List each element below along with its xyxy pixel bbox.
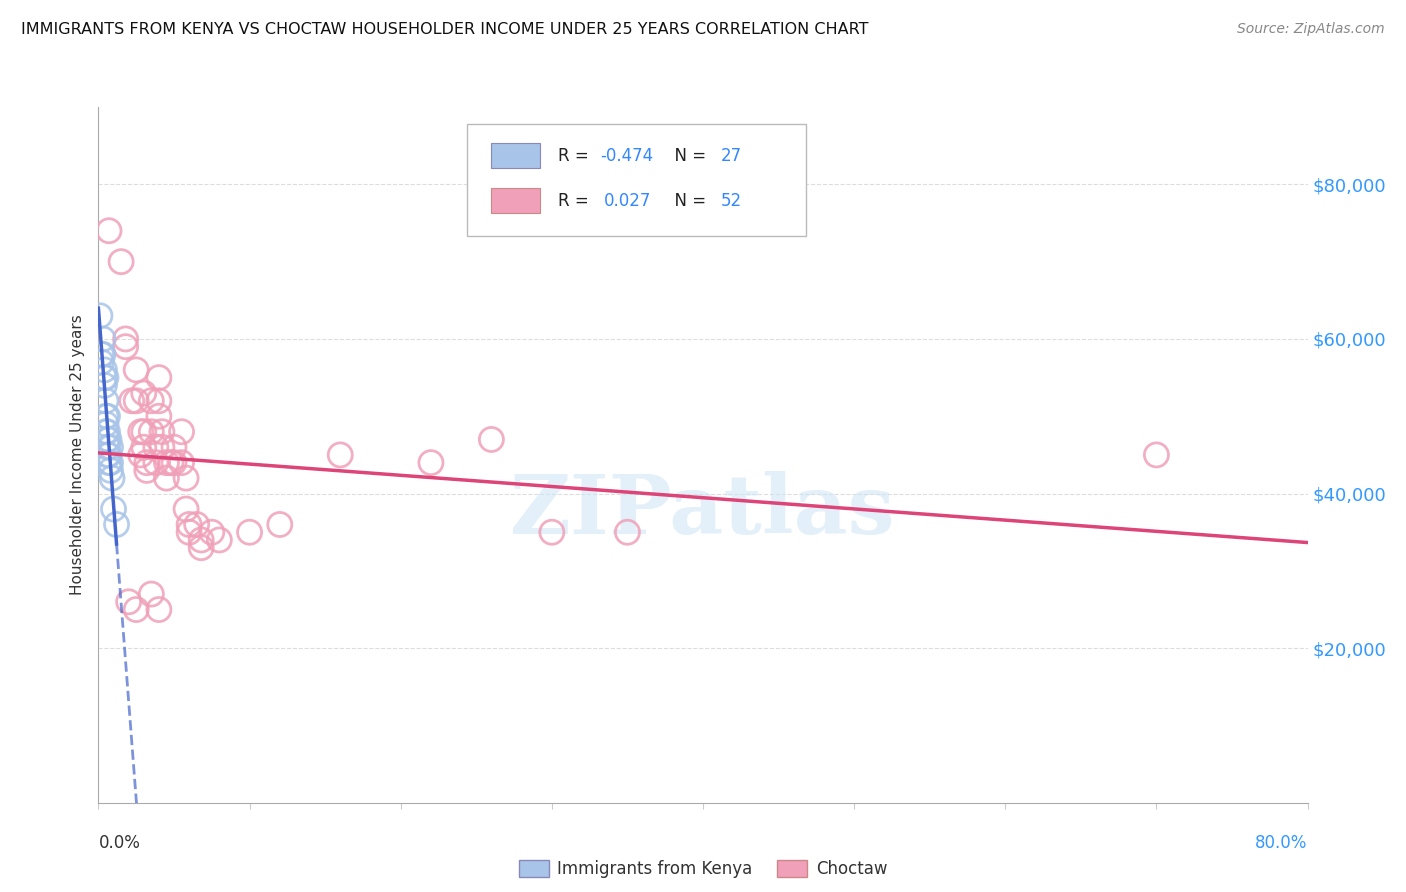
Point <box>148 409 170 424</box>
FancyBboxPatch shape <box>467 124 806 235</box>
Point <box>96 448 118 462</box>
Point <box>190 533 212 547</box>
Point <box>155 456 177 470</box>
Point <box>93 370 115 384</box>
Point <box>96 433 118 447</box>
Point <box>1144 448 1167 462</box>
Point <box>93 378 115 392</box>
Point <box>114 340 136 354</box>
Legend: Immigrants from Kenya, Choctaw: Immigrants from Kenya, Choctaw <box>512 854 894 885</box>
Text: 0.0%: 0.0% <box>98 834 141 852</box>
Point <box>90 347 112 361</box>
Point <box>190 541 212 555</box>
Point <box>94 370 117 384</box>
Point <box>135 463 157 477</box>
Point <box>170 425 193 439</box>
Point <box>94 393 117 408</box>
Point <box>93 363 115 377</box>
Point <box>174 502 197 516</box>
Point <box>141 425 163 439</box>
Point <box>100 463 122 477</box>
Point <box>98 224 121 238</box>
Point <box>118 595 141 609</box>
Point <box>94 417 117 431</box>
Point <box>616 525 638 540</box>
Point <box>208 533 231 547</box>
Point <box>129 425 152 439</box>
Point <box>150 425 173 439</box>
Point <box>141 587 163 601</box>
Point <box>148 393 170 408</box>
Point <box>125 393 148 408</box>
Text: 0.027: 0.027 <box>603 192 651 210</box>
Point <box>91 332 114 346</box>
Point <box>132 440 155 454</box>
Point <box>98 433 121 447</box>
Point <box>101 471 124 485</box>
Point <box>329 448 352 462</box>
Text: N =: N = <box>664 147 711 165</box>
Point <box>98 448 121 462</box>
Point <box>148 370 170 384</box>
Point <box>114 332 136 346</box>
Point <box>160 456 183 470</box>
Point <box>110 254 132 268</box>
Point <box>90 355 112 369</box>
Text: 52: 52 <box>721 192 742 210</box>
Point <box>481 433 503 447</box>
Point <box>98 456 121 470</box>
Point <box>155 471 177 485</box>
Point <box>148 602 170 616</box>
FancyBboxPatch shape <box>492 188 540 213</box>
Point <box>94 409 117 424</box>
Point <box>179 517 201 532</box>
Point <box>125 602 148 616</box>
Point <box>186 517 208 532</box>
Point <box>163 456 186 470</box>
Point <box>145 456 167 470</box>
Point <box>89 309 111 323</box>
Point <box>163 440 186 454</box>
Point <box>269 517 291 532</box>
Point <box>174 471 197 485</box>
Point <box>132 425 155 439</box>
Point <box>141 393 163 408</box>
Text: -0.474: -0.474 <box>600 147 654 165</box>
Point <box>94 425 117 439</box>
FancyBboxPatch shape <box>492 144 540 169</box>
Point <box>105 517 128 532</box>
Point <box>170 456 193 470</box>
Point <box>100 456 122 470</box>
Point <box>96 409 118 424</box>
Text: R =: R = <box>558 147 593 165</box>
Point <box>96 425 118 439</box>
Text: Source: ZipAtlas.com: Source: ZipAtlas.com <box>1237 22 1385 37</box>
Point <box>129 448 152 462</box>
Point <box>103 502 125 516</box>
Text: N =: N = <box>664 192 711 210</box>
Point <box>135 456 157 470</box>
Point <box>132 386 155 401</box>
Point <box>420 456 443 470</box>
Point <box>179 525 201 540</box>
Y-axis label: Householder Income Under 25 years: Householder Income Under 25 years <box>70 315 86 595</box>
Point <box>540 525 562 540</box>
Text: IMMIGRANTS FROM KENYA VS CHOCTAW HOUSEHOLDER INCOME UNDER 25 YEARS CORRELATION C: IMMIGRANTS FROM KENYA VS CHOCTAW HOUSEHO… <box>21 22 869 37</box>
Text: ZIPatlas: ZIPatlas <box>510 471 896 550</box>
Point <box>201 525 224 540</box>
Point <box>100 440 122 454</box>
Text: 80.0%: 80.0% <box>1256 834 1308 852</box>
Text: 27: 27 <box>721 147 742 165</box>
Point <box>239 525 262 540</box>
Point <box>125 363 148 377</box>
Point <box>96 440 118 454</box>
Text: R =: R = <box>558 192 599 210</box>
Point <box>121 393 143 408</box>
Point <box>150 440 173 454</box>
Point <box>91 347 114 361</box>
Point <box>145 440 167 454</box>
